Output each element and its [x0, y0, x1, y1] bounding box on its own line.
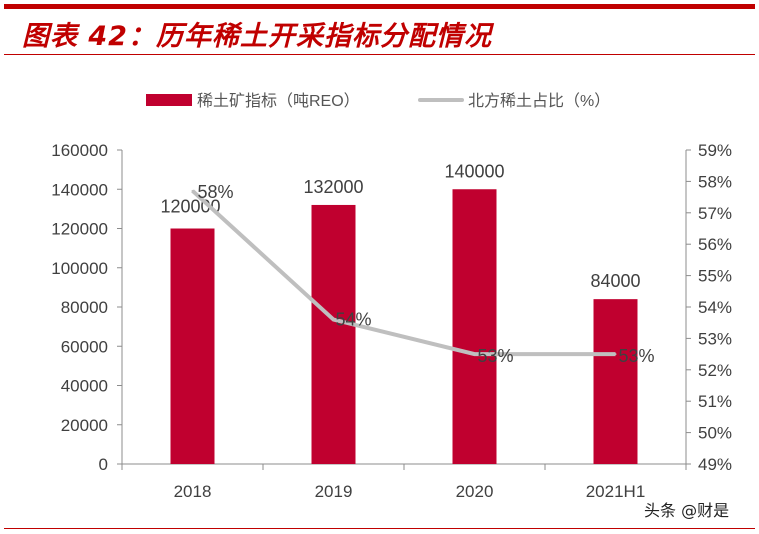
left-tick-label: 140000	[51, 180, 108, 199]
right-tick-label: 50%	[698, 424, 732, 443]
legend-bar-swatch	[146, 94, 192, 106]
line-point	[332, 318, 335, 321]
bottom-rule	[4, 528, 755, 529]
line-point	[614, 353, 617, 356]
right-tick-label: 58%	[698, 172, 732, 191]
left-tick-label: 120000	[51, 220, 108, 239]
x-tick-label: 2018	[174, 482, 212, 501]
x-tick-label: 2020	[456, 482, 494, 501]
bar	[170, 228, 215, 464]
left-tick-label: 40000	[61, 377, 108, 396]
x-tick-label: 2021H1	[586, 482, 646, 501]
legend-line-label: 北方稀土占比（%）	[468, 92, 610, 110]
bar-data-label: 84000	[590, 271, 640, 291]
right-tick-label: 59%	[698, 141, 732, 160]
right-tick-label: 57%	[698, 204, 732, 223]
right-tick-label: 55%	[698, 267, 732, 286]
right-tick-label: 51%	[698, 392, 732, 411]
right-tick-label: 56%	[698, 235, 732, 254]
right-tick-label: 49%	[698, 455, 732, 474]
bar	[452, 189, 497, 464]
left-tick-label: 160000	[51, 141, 108, 160]
x-tick-label: 2019	[315, 482, 353, 501]
left-tick-label: 20000	[61, 416, 108, 435]
figure-title: 图表 42：历年稀土开采指标分配情况	[22, 21, 492, 52]
line-data-label: 54%	[336, 310, 372, 330]
bar	[311, 204, 356, 464]
bar-data-label: 132000	[303, 177, 363, 197]
left-tick-label: 100000	[51, 259, 108, 278]
line-data-label: 53%	[478, 346, 514, 366]
right-tick-label: 54%	[698, 298, 732, 317]
left-tick-label: 0	[99, 455, 108, 474]
line-data-label: 58%	[198, 182, 234, 202]
line-point	[191, 189, 194, 192]
left-tick-label: 60000	[61, 337, 108, 356]
left-tick-label: 80000	[61, 298, 108, 317]
legend-bar-label: 稀土矿指标（吨REO）	[197, 92, 360, 110]
ratio-line	[191, 189, 616, 357]
bar	[593, 299, 638, 464]
title-rule	[4, 54, 755, 55]
right-tick-label: 53%	[698, 329, 732, 348]
line-data-label: 53%	[619, 346, 655, 366]
bar-data-label: 140000	[444, 161, 504, 181]
top-bar	[4, 4, 755, 9]
line-point	[473, 353, 476, 356]
right-tick-label: 52%	[698, 361, 732, 380]
watermark: 头条 @财是	[644, 501, 730, 520]
